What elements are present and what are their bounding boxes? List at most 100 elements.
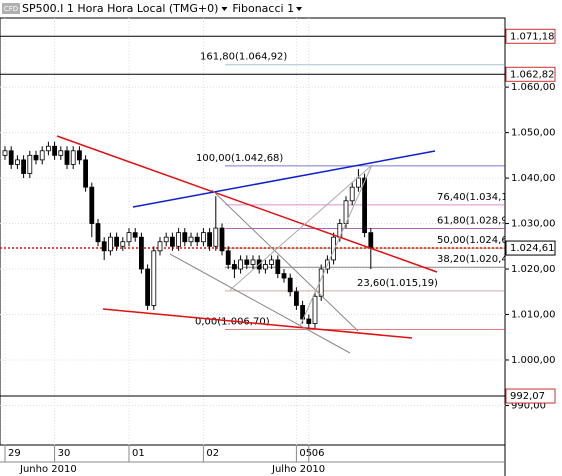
price-box xyxy=(505,240,556,256)
candle-body xyxy=(64,150,70,165)
x-tick-label: 30 xyxy=(58,448,71,459)
candle-body xyxy=(169,236,175,247)
trend-line xyxy=(132,150,436,208)
candle-body xyxy=(8,150,14,165)
candle-body xyxy=(244,259,250,265)
candle-body xyxy=(362,177,368,234)
trend-line xyxy=(169,253,351,354)
y-tick-label: 1.050,00 xyxy=(511,128,556,139)
candle-body xyxy=(52,145,57,156)
trend-line xyxy=(229,164,373,291)
candle-body xyxy=(287,277,293,293)
month-label: Junho 2010 xyxy=(19,464,77,475)
candle-body xyxy=(219,227,225,252)
candle-body xyxy=(188,236,194,243)
candle-body xyxy=(83,159,88,188)
dropdown-arrow[interactable] xyxy=(296,7,303,11)
candle-body xyxy=(77,150,82,161)
candle-body xyxy=(120,241,126,247)
fib-label: 100,00(1.042,68) xyxy=(196,153,283,164)
fib-label: 61,80(1.028,9 xyxy=(437,216,508,227)
x-tick-label: 29 xyxy=(8,448,21,459)
price-box xyxy=(505,28,556,44)
x-tick-label: 01 xyxy=(132,448,145,459)
candle-body xyxy=(157,241,163,252)
candle-body xyxy=(306,318,312,324)
y-tick-label: 990,00 xyxy=(511,400,546,411)
y-tick-label: 1.010,00 xyxy=(511,309,556,320)
candle-body xyxy=(132,232,138,238)
candle-body xyxy=(250,259,256,265)
candle-body xyxy=(225,250,231,265)
candle-body xyxy=(176,232,182,247)
candle-body xyxy=(108,236,113,252)
fib-label: 161,80(1.064,92) xyxy=(200,52,287,63)
fib-label: 0,00(1.006,70) xyxy=(195,316,270,327)
candle-body xyxy=(2,150,8,156)
month-label: Julho 2010 xyxy=(271,464,325,475)
y-tick-label: 1.030,00 xyxy=(511,219,556,230)
chart-title[interactable]: SP500.I 1 Hora Hora Local (TMG+0) xyxy=(22,2,218,15)
price-box-label: 1.071,18 xyxy=(510,31,555,42)
y-tick-label: 1.000,00 xyxy=(511,355,556,366)
candle-body xyxy=(138,236,144,270)
candle-body xyxy=(14,159,20,165)
candle-body xyxy=(293,291,299,306)
y-tick-label: 1.040,00 xyxy=(511,173,556,184)
candle-body xyxy=(163,236,169,243)
candle-body xyxy=(200,232,206,243)
dropdown-arrow[interactable] xyxy=(221,7,228,11)
candle-body xyxy=(114,236,119,247)
candle-body xyxy=(89,186,95,224)
candle-body xyxy=(231,264,237,270)
candle-body xyxy=(275,259,281,274)
candle-body xyxy=(269,259,275,265)
icon-text: CFD xyxy=(4,5,18,13)
y-tick-label: 1.020,00 xyxy=(511,264,556,275)
candle-body xyxy=(337,223,343,238)
x-tick-label: 02 xyxy=(206,448,219,459)
price-box xyxy=(505,66,556,82)
x-tick-label: 05 xyxy=(299,448,312,459)
candle-body xyxy=(238,259,244,270)
candle-body xyxy=(349,186,355,202)
candle-body xyxy=(39,150,45,161)
y-tick-label: 1.060,00 xyxy=(511,82,556,93)
fib-label: 23,60(1.015,19) xyxy=(357,278,438,289)
candle-body xyxy=(21,159,27,174)
trend-line xyxy=(211,189,359,332)
candle-body xyxy=(95,223,101,243)
fib-label: 50,00(1.024,6 xyxy=(437,235,508,246)
candle-body xyxy=(145,268,151,306)
candle-body xyxy=(213,227,219,247)
fib-label: 76,40(1.034,1 xyxy=(437,192,508,203)
trend-line xyxy=(299,164,373,327)
candle-body xyxy=(355,177,361,188)
candle-body xyxy=(101,241,107,252)
candle-body xyxy=(151,250,157,306)
fib-label: 38,20(1.020,4 xyxy=(437,254,508,265)
price-box-label: 1.024,61 xyxy=(510,243,555,254)
trend-line xyxy=(56,135,438,273)
candle-body xyxy=(331,236,337,261)
candle-body xyxy=(368,232,374,249)
candle-body xyxy=(58,150,64,156)
candle-body xyxy=(46,145,51,152)
candle-body xyxy=(27,154,33,174)
price-box-label: 992,07 xyxy=(510,391,545,402)
candle-body xyxy=(33,154,39,161)
candle-body xyxy=(70,150,76,165)
candle-body xyxy=(262,264,268,270)
candle-body xyxy=(194,236,200,243)
candle-body xyxy=(126,232,132,243)
candle-body xyxy=(281,273,287,279)
price-box-label: 1.062,82 xyxy=(510,69,555,80)
indicator-name[interactable]: Fibonacci 1 xyxy=(232,2,294,15)
price-box xyxy=(505,388,556,404)
candle-body xyxy=(207,232,213,247)
candle-body xyxy=(312,295,318,324)
x-tick-label: 06 xyxy=(312,448,325,459)
trend-line xyxy=(102,308,413,339)
